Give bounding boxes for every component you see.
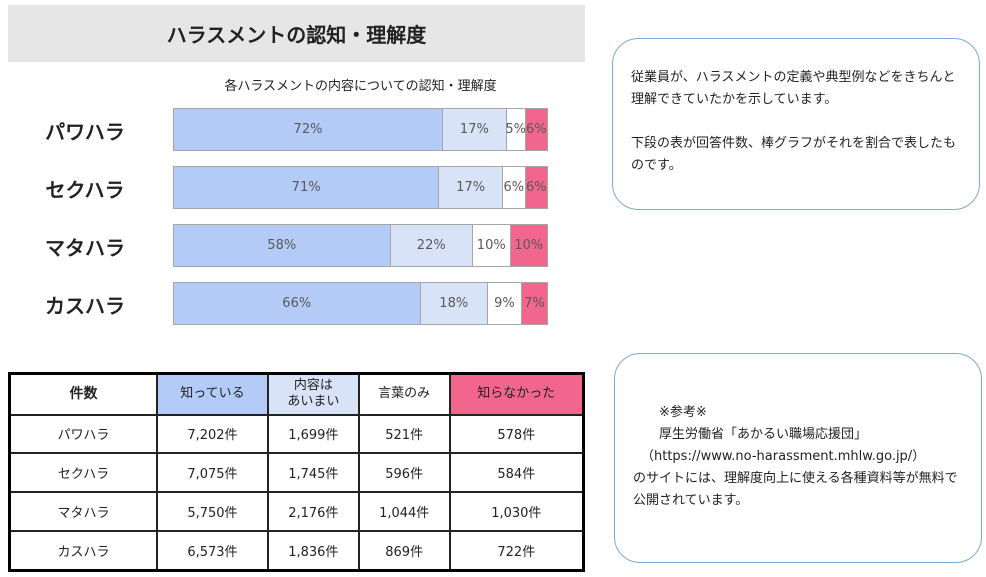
cell: 578件: [448, 413, 585, 455]
bar-segment: 66%: [173, 282, 421, 325]
table-header-row: 件数 知っている 内容は あいまい 言葉のみ 知らなかった: [8, 372, 585, 416]
cell: マタハラ: [8, 491, 158, 532]
bar-segment: 17%: [439, 166, 503, 209]
bar-segment: 22%: [390, 224, 473, 267]
cell: 584件: [448, 452, 585, 494]
reference-source: 厚生労働省「あかるい職場応援団」: [659, 427, 868, 442]
header-count: 件数: [8, 372, 158, 416]
header-unknown: 知らなかった: [448, 372, 585, 416]
bar-segment: 7%: [521, 282, 548, 325]
table-row: マタハラ 5,750件 2,176件 1,044件 1,030件: [8, 491, 585, 532]
table-row: パワハラ 7,202件 1,699件 521件 578件: [8, 413, 585, 455]
category-label: セクハラ: [45, 178, 125, 202]
cell: 1,030件: [448, 491, 585, 532]
note-text-1: 従業員が、ハラスメントの定義や典型例などをきちんと理解できていたかを示しています…: [631, 70, 956, 107]
cell: 1,699件: [266, 413, 360, 455]
cell: 869件: [357, 529, 451, 572]
cell: パワハラ: [8, 413, 158, 455]
note-text-2: 下段の表が回答件数、棒グラフがそれを割合で表したものです。: [631, 136, 957, 173]
bar-segment: 5%: [505, 108, 526, 151]
cell: 7,202件: [156, 413, 269, 455]
bar-segment: 18%: [420, 282, 488, 325]
bar-segment: 10%: [473, 224, 511, 267]
page-title: ハラスメントの認知・理解度: [8, 5, 585, 62]
bar-segment: 71%: [173, 166, 440, 209]
cell: 7,075件: [156, 452, 269, 494]
bar-row: 72% 17% 5% 6%: [173, 108, 548, 151]
reference-title: ※参考※: [659, 405, 707, 420]
cell: 2,176件: [266, 491, 360, 532]
bar-segment: 9%: [488, 282, 522, 325]
table-row: カスハラ 6,573件 1,836件 869件 722件: [8, 529, 585, 572]
bar-segment: 58%: [173, 224, 391, 267]
cell: 1,044件: [357, 491, 451, 532]
chart-title: 各ハラスメントの内容についての認知・理解度: [224, 79, 497, 94]
bar-segment: 10%: [510, 224, 548, 267]
bar-segment: 6%: [525, 166, 548, 209]
cell: 521件: [357, 413, 451, 455]
header-word-only: 言葉のみ: [357, 372, 451, 416]
count-table: 件数 知っている 内容は あいまい 言葉のみ 知らなかった パワハラ 7,202件…: [8, 372, 585, 572]
cell: 1,836件: [266, 529, 360, 572]
category-label: パワハラ: [45, 120, 125, 144]
header-known: 知っている: [156, 372, 269, 416]
bar-segment: 17%: [443, 108, 507, 151]
category-label: マタハラ: [45, 236, 125, 260]
cell: カスハラ: [8, 529, 158, 572]
cell: 722件: [448, 529, 585, 572]
reference-url: （https://www.no-harassment.mhlw.go.jp/）: [641, 449, 926, 464]
bar-row: 66% 18% 9% 7%: [173, 282, 548, 325]
header-vague: 内容は あいまい: [266, 372, 360, 416]
cell: 1,745件: [266, 452, 360, 494]
cell: 6,573件: [156, 529, 269, 572]
table-row: セクハラ 7,075件 1,745件 596件 584件: [8, 452, 585, 494]
cell: 5,750件: [156, 491, 269, 532]
reference-note: ※参考※ 厚生労働省「あかるい職場応援団」 （https://www.no-ha…: [614, 353, 982, 563]
bar-row: 58% 22% 10% 10%: [173, 224, 548, 267]
bar-segment: 6%: [525, 108, 548, 151]
bar-segment: 6%: [503, 166, 526, 209]
bar-segment: 72%: [173, 108, 443, 151]
cell: 596件: [357, 452, 451, 494]
explanation-note: 従業員が、ハラスメントの定義や典型例などをきちんと理解できていたかを示しています…: [612, 38, 980, 210]
cell: セクハラ: [8, 452, 158, 494]
reference-description: のサイトには、理解度向上に使える各種資料等が無料で公開されています。: [633, 471, 958, 508]
category-label: カスハラ: [45, 294, 125, 318]
bar-row: 71% 17% 6% 6%: [173, 166, 548, 209]
